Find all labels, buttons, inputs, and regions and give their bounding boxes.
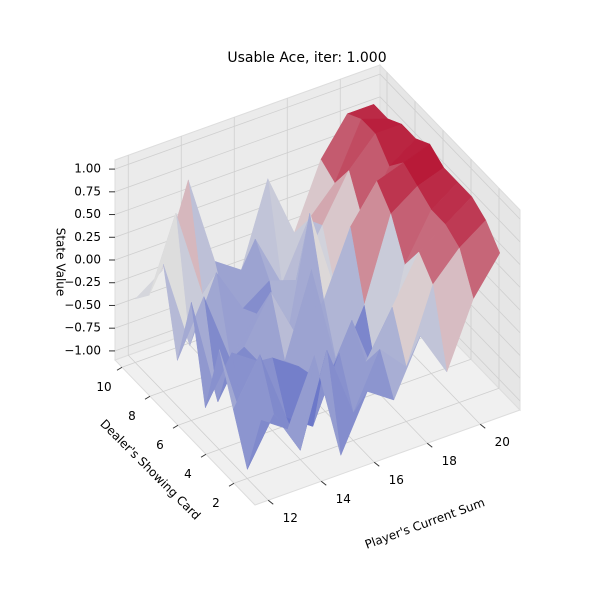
z-axis-label: State Value bbox=[54, 228, 68, 297]
grid-line bbox=[233, 387, 500, 484]
z-tick-label: 0.75 bbox=[74, 184, 101, 198]
x-tick bbox=[479, 423, 486, 429]
grid-line bbox=[379, 96, 521, 243]
y-tick bbox=[144, 395, 151, 400]
x-tick bbox=[267, 499, 274, 505]
y-tick bbox=[116, 366, 123, 371]
grid-line bbox=[127, 354, 269, 501]
surface-face bbox=[247, 414, 288, 470]
grid-line bbox=[114, 96, 381, 193]
y-tick-label: 2 bbox=[212, 496, 220, 510]
y-tick-label: 6 bbox=[156, 438, 164, 452]
z-tick-label: −0.50 bbox=[64, 298, 101, 312]
z-tick-label: −1.00 bbox=[64, 343, 101, 357]
chart-title: Usable Ace, iter: 1.000 bbox=[227, 50, 386, 66]
x-tick-label: 14 bbox=[336, 492, 351, 506]
z-tick-label: −0.25 bbox=[64, 275, 101, 289]
x-tick-label: 18 bbox=[442, 454, 457, 468]
grid-line bbox=[379, 73, 521, 220]
x-tick-label: 12 bbox=[283, 511, 298, 525]
z-tick-label: −0.75 bbox=[64, 321, 101, 335]
y-tick-label: 4 bbox=[184, 467, 192, 481]
y-tick bbox=[200, 453, 207, 458]
x-axis-label: Player's Current Sum bbox=[363, 495, 487, 551]
z-tick-label: 1.00 bbox=[74, 162, 101, 176]
x-tick-label: 16 bbox=[389, 473, 404, 487]
x-tick-label: 20 bbox=[495, 435, 510, 449]
z-tick-label: 0.00 bbox=[74, 253, 101, 267]
z-tick-label: 0.50 bbox=[74, 207, 101, 221]
z-tick-label: 0.25 bbox=[74, 230, 101, 244]
x-tick bbox=[320, 480, 327, 486]
y-tick-label: 10 bbox=[96, 380, 111, 394]
x-tick bbox=[426, 442, 433, 448]
y-tick-label: 8 bbox=[128, 409, 136, 423]
x-tick bbox=[373, 461, 380, 467]
y-tick bbox=[228, 482, 235, 487]
grid-line bbox=[114, 73, 381, 170]
y-tick bbox=[172, 424, 179, 429]
